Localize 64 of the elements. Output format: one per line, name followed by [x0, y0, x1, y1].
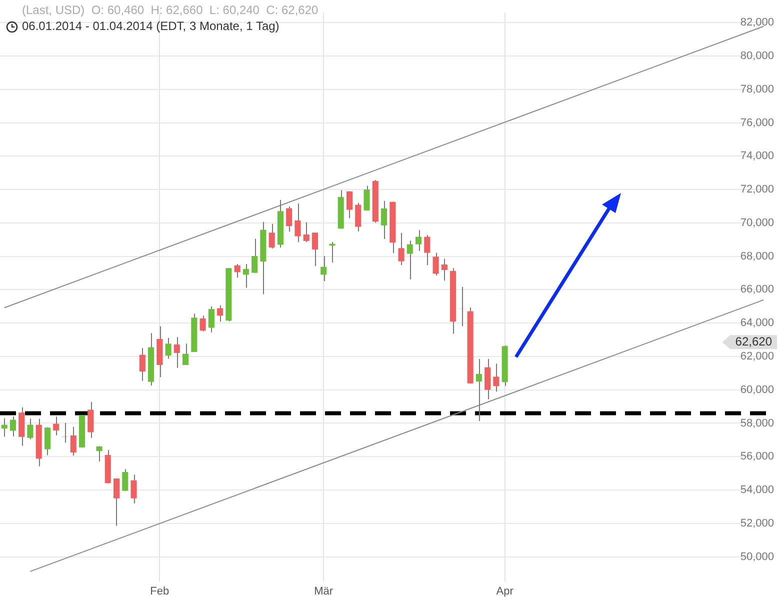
candlestick — [286, 206, 292, 232]
candlestick — [493, 363, 500, 392]
candlestick — [139, 347, 146, 382]
y-tick-label: 70,000 — [740, 216, 774, 229]
candlestick — [1, 418, 8, 438]
candlestick — [165, 337, 172, 360]
candlestick — [398, 232, 404, 266]
candlestick — [174, 336, 180, 368]
y-tick-label: 72,000 — [740, 184, 774, 196]
candlestick — [484, 358, 491, 400]
text: 06.01.2014 - 01.04.2014 (EDT, 3 Monate, 1 Tag) — [22, 19, 280, 33]
candlestick — [380, 200, 388, 240]
y-tick-label: 60,000 — [740, 384, 774, 396]
candlestick — [217, 304, 224, 322]
x-tick-label: Apr — [496, 585, 514, 598]
candlestick — [476, 358, 482, 422]
candlestick — [364, 185, 370, 212]
candlestick — [294, 203, 301, 242]
candlestick — [113, 478, 120, 526]
candlestick — [44, 426, 50, 456]
candlestick — [415, 230, 422, 252]
candlestick — [27, 418, 34, 440]
chart-title: (Last, USD) O: 60,460 H: 62,660 L: 60,240 C: 62,620 — [22, 3, 318, 17]
y-tick-label: 74,000 — [740, 150, 774, 162]
candlestick — [268, 223, 275, 249]
y-tick-label: 64,000 — [740, 317, 774, 330]
y-tick-label: 54,000 — [740, 484, 774, 496]
candlestick — [312, 232, 318, 267]
y-tick-label: 52,000 — [740, 517, 774, 530]
candlestick — [424, 234, 430, 266]
candlestick — [320, 255, 327, 282]
candlestick — [130, 474, 137, 504]
y-tick-label: 78,000 — [740, 83, 774, 96]
y-tick-label: 76,000 — [740, 116, 774, 129]
candlestick — [53, 416, 60, 436]
candlestick — [234, 263, 240, 278]
candlestick — [88, 401, 94, 438]
x-tick-label: Mär — [314, 585, 334, 598]
candlestick — [62, 422, 68, 444]
candlestick — [96, 446, 102, 462]
y-tick-label: 56,000 — [740, 450, 774, 463]
candlestick — [10, 416, 16, 437]
candlestick — [355, 202, 362, 232]
y-tick-label: 80,000 — [740, 50, 774, 62]
y-tick-label: 62,000 — [740, 350, 774, 362]
annotation: 62,620 — [735, 334, 772, 348]
candlestick — [252, 238, 258, 274]
y-tick-label: 66,000 — [740, 284, 774, 296]
candlestick — [70, 426, 76, 456]
candlestick — [303, 222, 310, 242]
candlestick — [208, 306, 214, 333]
candlestick — [200, 315, 206, 332]
x-tick-label: Feb — [150, 585, 170, 598]
y-tick-label: 58,000 — [740, 417, 774, 430]
y-tick-label: 68,000 — [740, 250, 774, 262]
y-tick-label: 82,000 — [740, 16, 774, 29]
candlestick — [122, 468, 128, 492]
candlestick — [441, 258, 448, 282]
candlestick — [182, 343, 189, 366]
candlestick — [242, 263, 249, 288]
candlestick — [406, 240, 413, 280]
y-tick-label: 50,000 — [740, 550, 774, 563]
candlestick — [432, 252, 439, 276]
candlestick — [346, 190, 353, 219]
